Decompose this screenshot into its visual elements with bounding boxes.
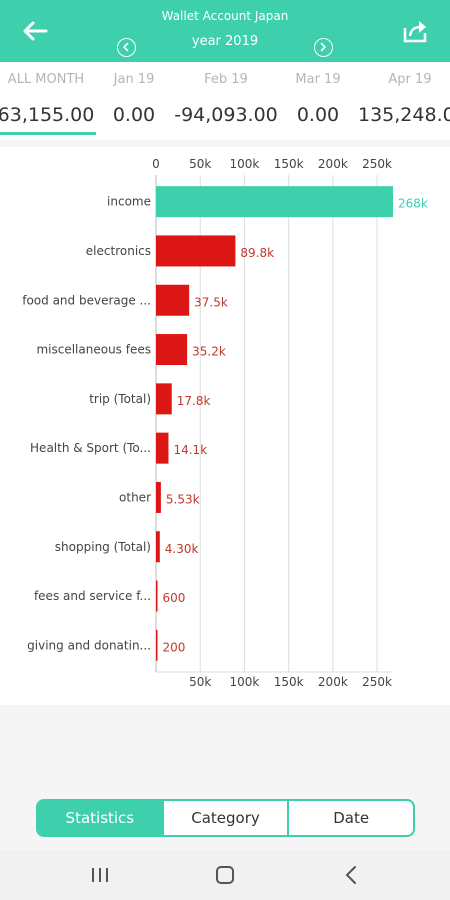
month-tab-apr[interactable]: Apr 19 135,248.0 [356, 62, 450, 140]
view-segmented-control: Statistics Category Date [36, 799, 415, 837]
bar [156, 629, 158, 661]
value-label: 4.30k [165, 542, 199, 556]
month-label: Mar 19 [295, 72, 341, 87]
top-tick-label: 200k [318, 157, 348, 171]
home-icon[interactable] [213, 864, 237, 886]
top-tick-label: 50k [189, 157, 211, 171]
category-label: Health & Sport (To... [30, 441, 151, 455]
category-label: fees and service f... [34, 589, 151, 603]
category-label: giving and donatin... [27, 638, 151, 652]
month-tab-all[interactable]: ALL MONTH 63,155.00 [0, 62, 98, 140]
month-label: ALL MONTH [7, 72, 85, 87]
back-chevron-icon[interactable] [340, 864, 364, 886]
month-label: Jan 19 [113, 72, 155, 87]
month-tab-jan[interactable]: Jan 19 0.00 [94, 62, 174, 140]
value-label: 37.5k [194, 295, 228, 309]
top-tick-label: 250k [362, 157, 392, 171]
tab-statistics[interactable]: Statistics [38, 801, 162, 835]
bar [156, 186, 393, 218]
month-selector: ALL MONTH 63,155.00 Jan 19 0.00 Feb 19 -… [0, 62, 450, 140]
statistics-chart-card: 0 50k 100k 150k 200k 250k 50k 100k 150k 200k 250k i… [0, 147, 450, 705]
top-tick-label: 100k [230, 157, 260, 171]
value-label: 200 [163, 640, 186, 654]
category-label: shopping (Total) [55, 540, 151, 554]
top-tick-label: 0 [152, 157, 160, 171]
month-tab-mar[interactable]: Mar 19 0.00 [278, 62, 358, 140]
arrow-left-icon[interactable] [20, 16, 50, 46]
bottom-tick-label: 200k [318, 675, 348, 689]
bar [156, 580, 158, 612]
system-navigation-bar [0, 850, 450, 900]
month-tab-feb[interactable]: Feb 19 -94,093.00 [172, 62, 280, 140]
value-label: 35.2k [192, 345, 226, 359]
app-header: Wallet Account Japan year 2019 [0, 0, 450, 62]
tab-date[interactable]: Date [287, 801, 413, 835]
share-icon[interactable] [400, 16, 430, 46]
value-label: 5.53k [166, 492, 200, 506]
month-value: 63,155.00 [0, 104, 95, 126]
category-label: electronics [86, 244, 151, 258]
chevron-left-circle-icon[interactable] [117, 38, 136, 57]
bottom-tick-label: 250k [362, 675, 392, 689]
top-tick-label: 150k [274, 157, 304, 171]
chevron-right-circle-icon[interactable] [314, 38, 333, 57]
bar [156, 284, 190, 316]
bottom-tick-label: 100k [230, 675, 260, 689]
value-label: 14.1k [173, 443, 207, 457]
category-label: other [119, 490, 151, 504]
value-label: 600 [163, 591, 186, 605]
bar-chart: 0 50k 100k 150k 200k 250k 50k 100k 150k 200k 250k i… [22, 157, 428, 689]
account-title: Wallet Account Japan [161, 9, 289, 23]
bottom-tick-label: 50k [189, 675, 211, 689]
month-value: -94,093.00 [174, 104, 278, 126]
category-label: income [107, 195, 151, 209]
month-value: 135,248.0 [358, 104, 450, 126]
active-month-indicator [0, 132, 96, 135]
bottom-tick-label: 150k [274, 675, 304, 689]
recents-icon[interactable] [88, 864, 112, 886]
month-value: 0.00 [112, 104, 156, 126]
bar [156, 334, 188, 366]
value-label: 17.8k [177, 394, 211, 408]
value-label: 268k [398, 197, 428, 211]
month-label: Apr 19 [388, 72, 432, 87]
month-label: Feb 19 [204, 72, 248, 87]
bar [156, 383, 172, 415]
bar [156, 481, 161, 513]
bar [156, 235, 236, 267]
bar [156, 432, 169, 464]
category-label: miscellaneous fees [36, 343, 151, 357]
period-label: year 2019 [191, 34, 259, 49]
month-value: 0.00 [296, 104, 340, 126]
category-label: food and beverage ... [22, 293, 151, 307]
value-label: 89.8k [240, 246, 274, 260]
category-label: trip (Total) [89, 392, 151, 406]
bar [156, 531, 160, 563]
tab-category[interactable]: Category [161, 801, 288, 835]
